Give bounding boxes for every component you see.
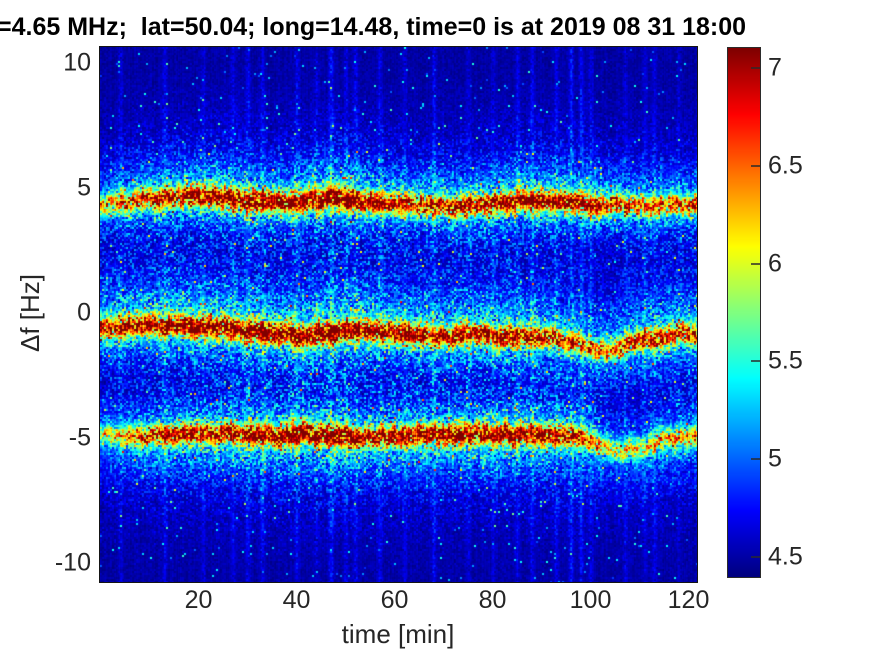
x-axis-label: time [min] bbox=[341, 619, 455, 649]
y-tick-label: 0 bbox=[77, 298, 91, 327]
x-tick-label: 80 bbox=[478, 586, 507, 614]
colorbar-tick-mark bbox=[751, 262, 760, 265]
colorbar-tick-label: 7 bbox=[768, 53, 782, 82]
y-tick-label: 10 bbox=[63, 48, 91, 77]
plot-area bbox=[99, 46, 698, 583]
y-tick-label: -5 bbox=[68, 423, 91, 452]
colorbar bbox=[727, 47, 761, 578]
y-tick-label: -10 bbox=[54, 548, 91, 577]
colorbar-tick-mark bbox=[751, 66, 760, 69]
colorbar-gradient bbox=[728, 48, 760, 577]
x-tick-label: 120 bbox=[667, 586, 710, 614]
x-tick-label: 100 bbox=[569, 586, 612, 614]
colorbar-tick-mark bbox=[751, 458, 760, 461]
x-tick-label: 20 bbox=[184, 586, 213, 614]
x-tick-label: 40 bbox=[282, 586, 311, 614]
x-tick-label: 60 bbox=[380, 586, 409, 614]
plot-title: =4.65 MHz; lat=50.04; long=14.48, time=0… bbox=[0, 13, 747, 41]
colorbar-tick-mark bbox=[751, 164, 760, 167]
colorbar-tick-label: 5.5 bbox=[768, 346, 803, 375]
colorbar-tick-label: 4.5 bbox=[768, 542, 803, 571]
colorbar-tick-mark bbox=[751, 360, 760, 363]
colorbar-tick-label: 5 bbox=[768, 444, 782, 473]
spectrogram-canvas bbox=[100, 47, 697, 582]
colorbar-tick-label: 6 bbox=[768, 249, 782, 278]
colorbar-tick-mark bbox=[751, 556, 760, 559]
y-tick-label: 5 bbox=[77, 173, 91, 202]
colorbar-tick-label: 6.5 bbox=[768, 151, 803, 180]
